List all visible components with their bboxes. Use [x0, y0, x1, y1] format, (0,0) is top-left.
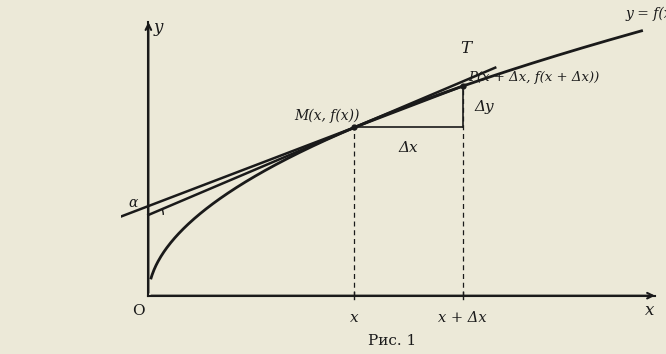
Text: Рис. 1: Рис. 1 — [368, 333, 416, 348]
Text: Δy: Δy — [475, 100, 494, 114]
Text: P(x + Δx, f(x + Δx)): P(x + Δx, f(x + Δx)) — [468, 71, 599, 84]
Text: y: y — [153, 19, 163, 36]
Text: x: x — [645, 302, 655, 319]
Text: T: T — [460, 40, 471, 57]
Text: O: O — [133, 304, 145, 318]
Text: Δx: Δx — [399, 141, 418, 155]
Text: x + Δx: x + Δx — [438, 311, 487, 325]
Text: x: x — [350, 311, 358, 325]
Text: α: α — [129, 196, 138, 210]
Text: y = f(x): y = f(x) — [625, 7, 666, 21]
Text: M(x, f(x)): M(x, f(x)) — [295, 109, 360, 123]
